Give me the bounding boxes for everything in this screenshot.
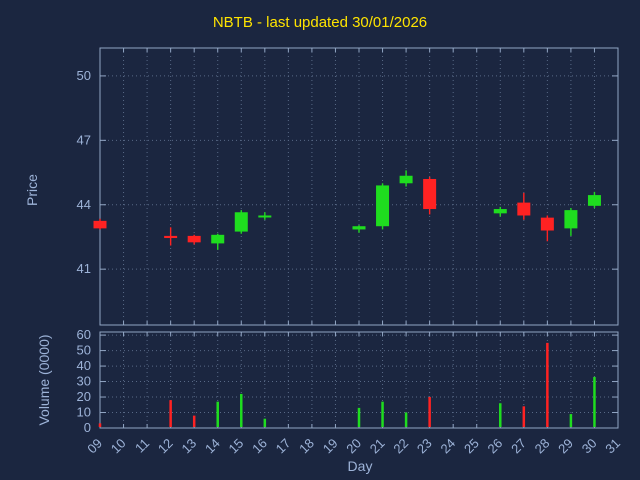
volume-tick-label: 50 (77, 343, 91, 358)
candle-day-12 (164, 227, 178, 246)
day-tick-label: 20 (343, 436, 364, 457)
volume-tick-label: 20 (77, 389, 91, 404)
grid-lines (99, 48, 619, 428)
day-tick-label: 25 (461, 436, 482, 457)
volume-tick-label: 60 (77, 327, 91, 342)
price-tick-label: 44 (77, 197, 91, 212)
day-tick-label: 12 (155, 436, 176, 457)
candle-day-22 (399, 170, 413, 187)
volume-bars (98, 342, 596, 427)
day-tick-label: 14 (202, 436, 223, 457)
day-tick-label: 13 (178, 436, 199, 457)
volume-tick-label: 10 (77, 405, 91, 420)
day-tick-label: 31 (602, 436, 623, 457)
candle-day-27 (517, 192, 531, 220)
candle-day-21 (376, 183, 390, 230)
day-tick-label: 30 (579, 436, 600, 457)
day-tick-label: 26 (485, 436, 506, 457)
day-tick-label: 16 (249, 436, 270, 457)
candle-day-16 (258, 212, 272, 220)
candles (93, 170, 601, 250)
volume-axis-label: Volume (0000) (36, 334, 52, 426)
candle-day-29 (564, 207, 578, 236)
day-tick-label: 18 (296, 436, 317, 457)
day-tick-label: 17 (273, 436, 294, 457)
volume-tick-label: 30 (77, 374, 91, 389)
price-tick-label: 41 (77, 261, 91, 276)
candle-day-20 (352, 225, 366, 233)
day-tick-label: 10 (108, 436, 129, 457)
candle-day-26 (493, 206, 507, 217)
volume-tick-label: 40 (77, 358, 91, 373)
day-tick-label: 09 (84, 436, 105, 457)
day-tick-label: 22 (390, 436, 411, 457)
candle-day-28 (540, 215, 554, 242)
day-tick-label: 29 (555, 436, 576, 457)
price-axis-label: Price (24, 174, 40, 206)
candle-day-23 (423, 176, 437, 215)
volume-tick-label: 0 (84, 420, 91, 435)
candle-day-30 (587, 191, 601, 208)
day-tick-label: 15 (226, 436, 247, 457)
candle-day-9 (93, 218, 107, 230)
day-tick-label: 28 (532, 436, 553, 457)
price-tick-label: 47 (77, 132, 91, 147)
candle-day-15 (234, 210, 248, 234)
candle-day-13 (187, 234, 201, 245)
day-tick-label: 23 (414, 436, 435, 457)
day-tick-label: 19 (320, 436, 341, 457)
day-tick-label: 24 (437, 436, 458, 457)
chart-title: NBTB - last updated 30/01/2026 (212, 14, 428, 31)
x-axis-label: Day (347, 458, 373, 474)
candle-day-14 (211, 233, 225, 250)
day-tick-label: 27 (508, 436, 529, 457)
day-tick-label: 21 (367, 436, 388, 457)
price-tick-label: 50 (77, 68, 91, 83)
day-tick-label: 11 (132, 436, 152, 456)
